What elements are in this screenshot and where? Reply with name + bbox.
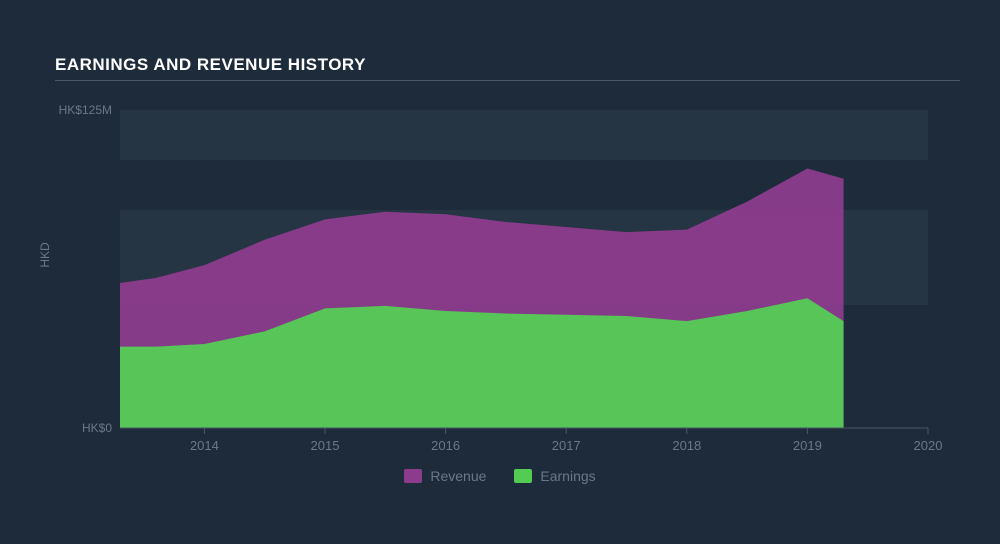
title-rule: [55, 80, 960, 81]
legend-swatch: [404, 469, 422, 483]
x-axis-label: 2020: [914, 438, 943, 453]
x-axis-label: 2014: [190, 438, 219, 453]
plot-area: [120, 110, 928, 428]
legend-label: Revenue: [430, 468, 486, 484]
legend-swatch: [514, 469, 532, 483]
y-axis-title: HKD: [38, 242, 52, 267]
legend-item: Earnings: [514, 468, 595, 484]
x-axis-label: 2019: [793, 438, 822, 453]
legend: Revenue Earnings: [0, 468, 1000, 484]
chart-title: EARNINGS AND REVENUE HISTORY: [55, 55, 366, 75]
y-axis-label: HK$125M: [59, 103, 112, 117]
x-axis-label: 2015: [311, 438, 340, 453]
x-axis-label: 2017: [552, 438, 581, 453]
legend-item: Revenue: [404, 468, 486, 484]
legend-label: Earnings: [540, 468, 595, 484]
x-axis-label: 2016: [431, 438, 460, 453]
y-axis-label: HK$0: [82, 421, 112, 435]
x-axis-label: 2018: [672, 438, 701, 453]
chart-canvas: EARNINGS AND REVENUE HISTORY HKD Revenue…: [0, 0, 1000, 544]
area-svg: [120, 110, 928, 438]
